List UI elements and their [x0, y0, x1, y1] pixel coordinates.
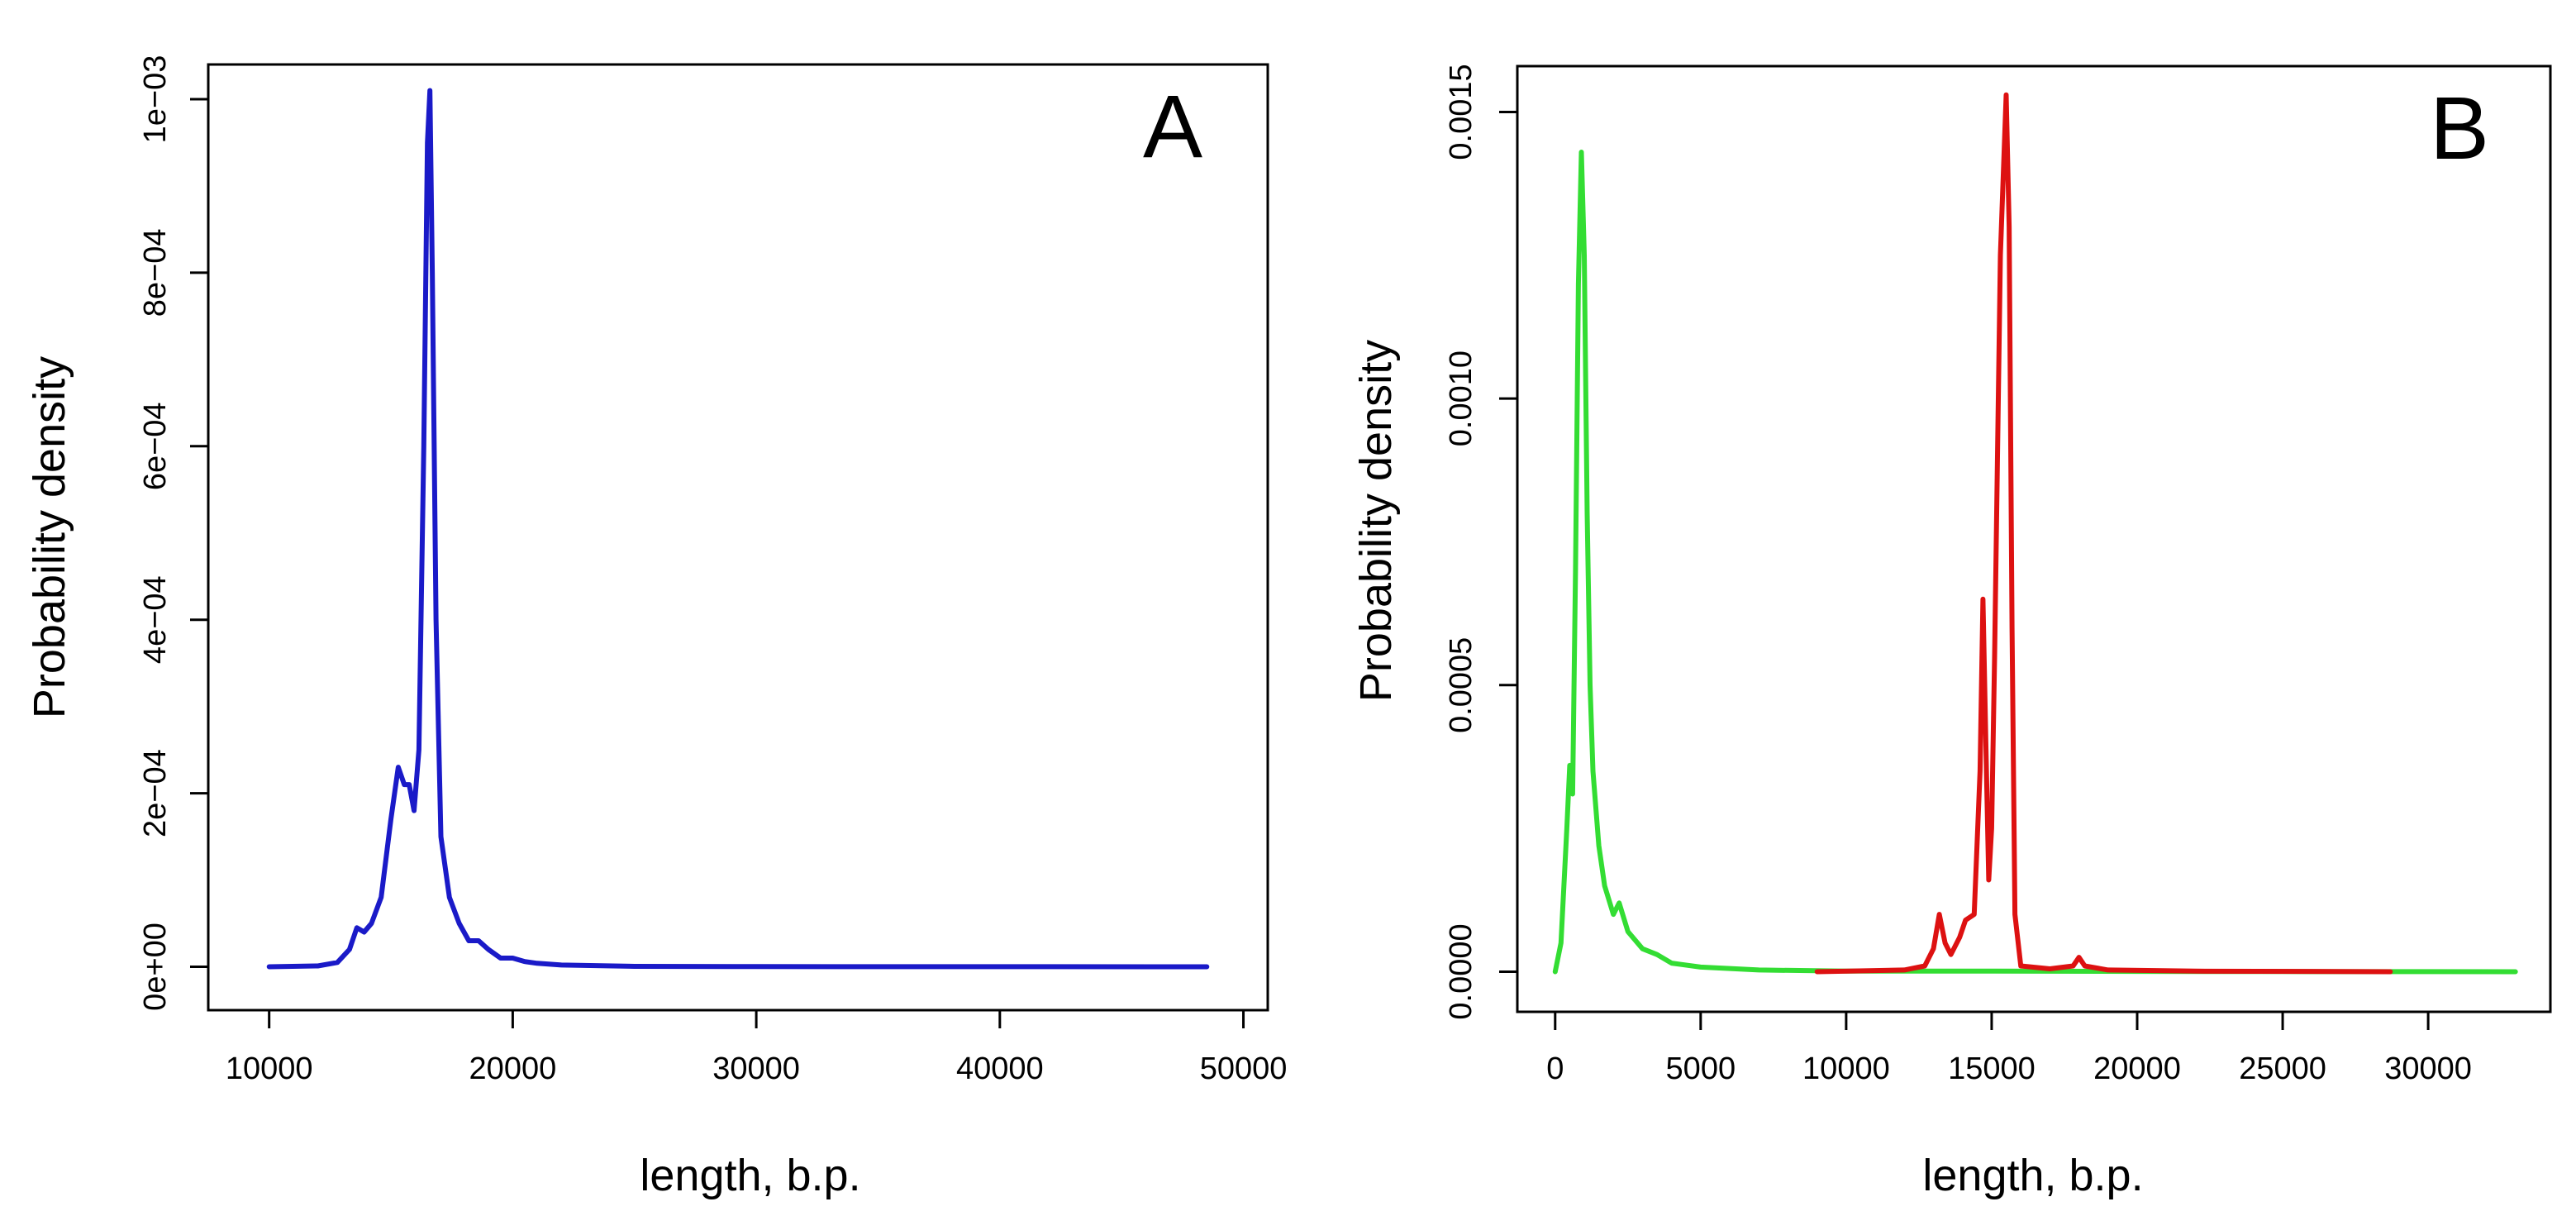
y-tick-label: 0.0005 — [1444, 637, 1478, 733]
x-tick-label: 50000 — [1200, 1051, 1288, 1086]
series-group — [266, 88, 1210, 970]
x-tick-label: 25000 — [2239, 1051, 2326, 1086]
y-axis: 0e+00 2e−04 4e−04 6e−04 8e−04 1e−03 — [138, 55, 208, 1011]
x-tick-label: 0 — [1546, 1051, 1564, 1086]
y-tick-label: 8e−04 — [138, 229, 173, 317]
y-tick-label: 4e−04 — [138, 575, 173, 664]
y-tick-label: 0.0000 — [1444, 923, 1478, 1019]
panel-label: B — [2430, 78, 2489, 178]
series-group — [1552, 92, 2518, 975]
panel-label: A — [1143, 76, 1202, 176]
y-axis-label: Probability density — [25, 356, 74, 718]
x-axis: 0 5000 10000 15000 20000 25000 30000 — [1546, 1012, 2472, 1086]
y-axis: 0.0000 0.0005 0.0010 0.0015 — [1444, 64, 1517, 1020]
y-axis-label: Probability density — [1351, 340, 1401, 702]
x-tick-label: 5000 — [1666, 1051, 1736, 1086]
y-tick-label: 0e+00 — [138, 923, 173, 1011]
plot-frame — [207, 63, 1269, 1012]
x-axis-label: length, b.p. — [640, 1151, 860, 1200]
series-line-density — [266, 88, 1210, 970]
series-line-green — [1552, 150, 2518, 975]
y-tick-label: 6e−04 — [138, 402, 173, 490]
y-tick-label: 2e−04 — [138, 749, 173, 837]
x-tick-label: 10000 — [226, 1051, 313, 1086]
plot-frame — [1516, 64, 2552, 1013]
x-axis: 10000 20000 30000 40000 50000 — [226, 1010, 1288, 1086]
x-tick-label: 40000 — [956, 1051, 1044, 1086]
x-tick-label: 30000 — [712, 1051, 800, 1086]
y-tick-label: 1e−03 — [138, 55, 173, 144]
x-tick-label: 15000 — [1948, 1051, 2036, 1086]
y-tick-label: 0.0010 — [1444, 350, 1478, 446]
panel-a-chart: A length, b.p. Probability density 10000… — [25, 55, 1287, 1200]
x-tick-label: 30000 — [2384, 1051, 2472, 1086]
x-tick-label: 20000 — [2093, 1051, 2181, 1086]
x-tick-label: 20000 — [469, 1051, 557, 1086]
x-axis-label: length, b.p. — [1922, 1151, 2143, 1200]
panel-b-chart: B length, b.p. Probability density 0 5000… — [1351, 64, 2552, 1200]
series-line-red — [1814, 92, 2393, 975]
y-tick-label: 0.0015 — [1444, 64, 1478, 160]
x-tick-label: 10000 — [1802, 1051, 1890, 1086]
